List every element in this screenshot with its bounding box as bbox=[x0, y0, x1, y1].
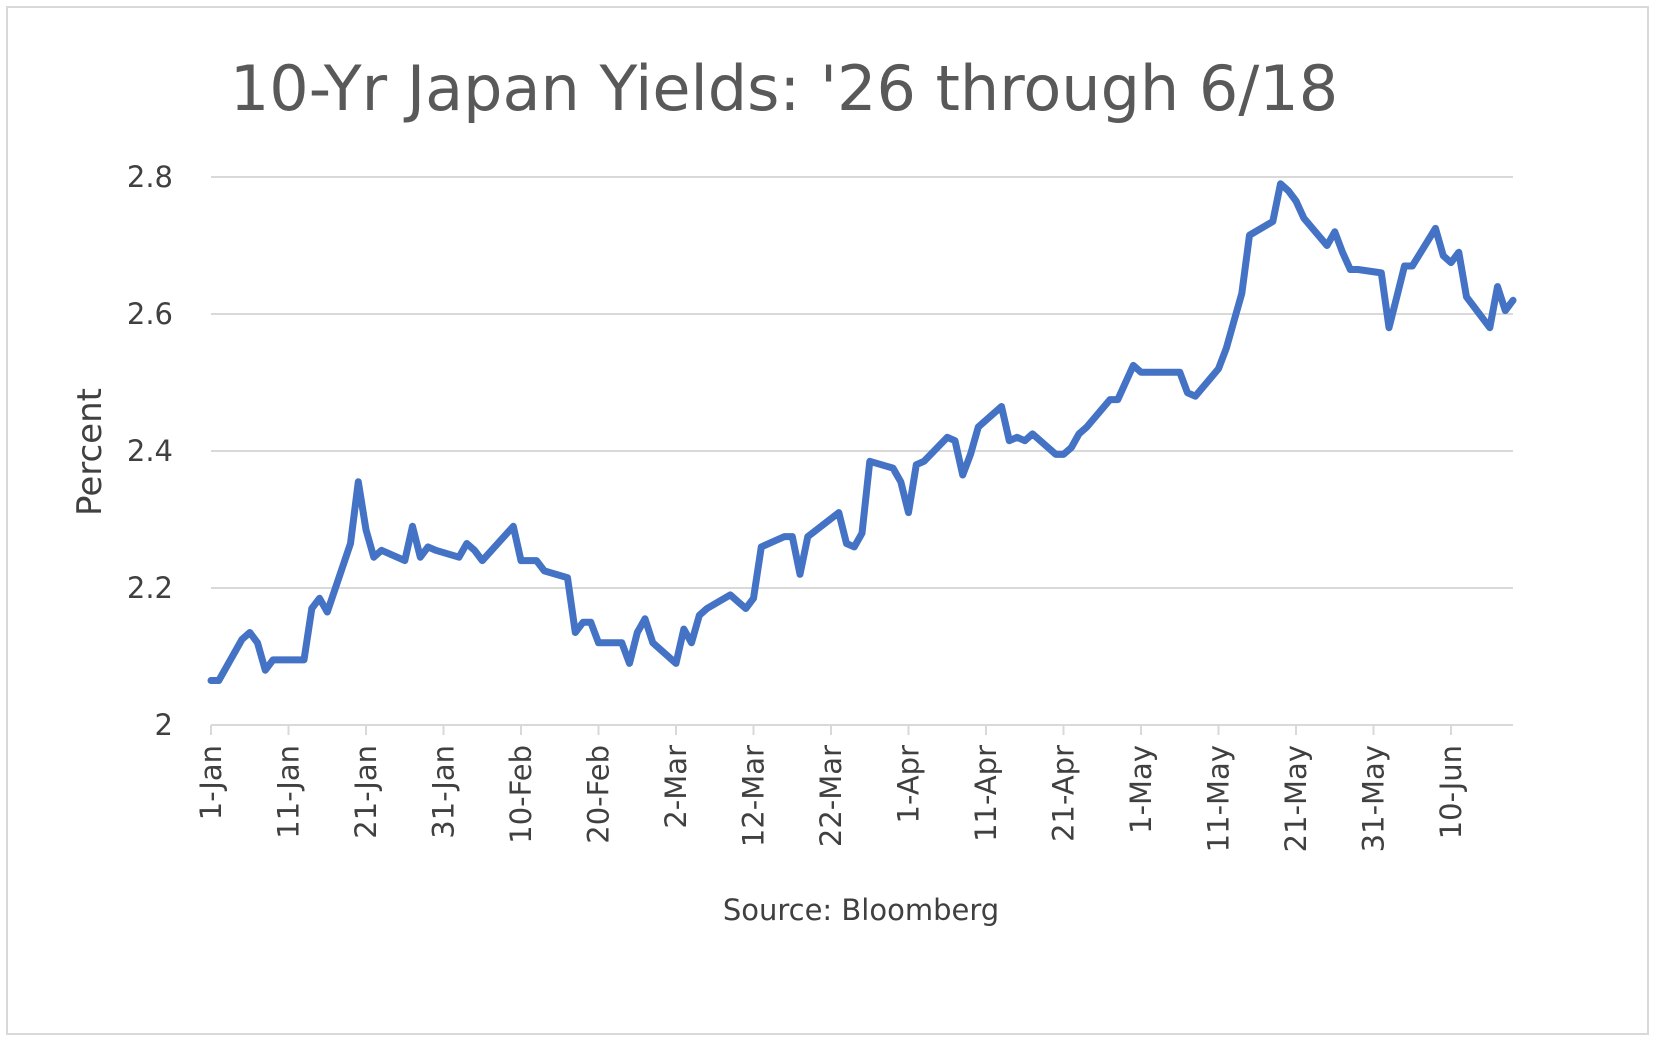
y-tick-label: 2.4 bbox=[127, 434, 173, 468]
x-tick-label: 31-Jan bbox=[427, 745, 461, 839]
y-tick-label: 2.6 bbox=[127, 297, 173, 331]
chart-title: 10-Yr Japan Yields: '26 through 6/18 bbox=[230, 52, 1338, 125]
x-tick-label: 21-Apr bbox=[1047, 745, 1081, 842]
x-tick-label: 10-Feb bbox=[504, 745, 538, 844]
gridlines bbox=[211, 176, 1513, 589]
y-tick-label: 2.8 bbox=[127, 160, 173, 194]
y-tick-label: 2.2 bbox=[127, 571, 173, 605]
x-tick-label: 11-May bbox=[1202, 745, 1236, 852]
x-tick-label: 31-May bbox=[1357, 745, 1391, 852]
x-tick-label: 10-Jun bbox=[1434, 745, 1468, 839]
series-layer bbox=[207, 180, 1517, 684]
x-tick-label: 20-Feb bbox=[582, 745, 616, 844]
series-line bbox=[207, 180, 1517, 684]
x-tick-label: 21-May bbox=[1279, 745, 1313, 852]
x-tick-label: 2-Mar bbox=[659, 745, 693, 829]
x-tick-label: 11-Jan bbox=[272, 745, 306, 839]
x-tick-label: 21-Jan bbox=[349, 745, 383, 839]
x-tick-label: 1-Apr bbox=[892, 745, 926, 824]
x-axis bbox=[210, 724, 1513, 735]
x-tick-labels: 1-Jan 11-Jan 21-Jan 31-Jan 10-Feb 20-Feb 2-Mar… bbox=[194, 745, 1468, 852]
source-note: Source: Bloomberg bbox=[723, 893, 999, 927]
chart-svg: 10-Yr Japan Yields: '26 through 6/18 2 2.… bbox=[70, 52, 1517, 927]
y-axis-title: Percent bbox=[70, 388, 110, 516]
x-tick-label: 12-Mar bbox=[737, 745, 771, 847]
chart-frame: 10-Yr Japan Yields: '26 through 6/18 2 2.… bbox=[6, 6, 1649, 1035]
y-tick-labels: 2 2.2 2.4 2.6 2.8 bbox=[127, 160, 173, 742]
x-tick-label: 1-May bbox=[1124, 745, 1158, 834]
x-tick-label: 22-Mar bbox=[814, 745, 848, 847]
y-tick-label: 2 bbox=[155, 708, 173, 742]
x-tick-label: 1-Jan bbox=[194, 745, 228, 820]
x-tick-label: 11-Apr bbox=[969, 745, 1003, 842]
